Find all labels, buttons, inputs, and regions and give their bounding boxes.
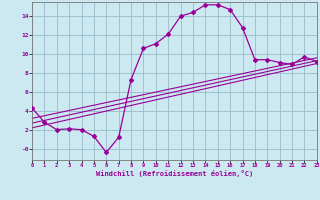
X-axis label: Windchill (Refroidissement éolien,°C): Windchill (Refroidissement éolien,°C) [96,170,253,177]
